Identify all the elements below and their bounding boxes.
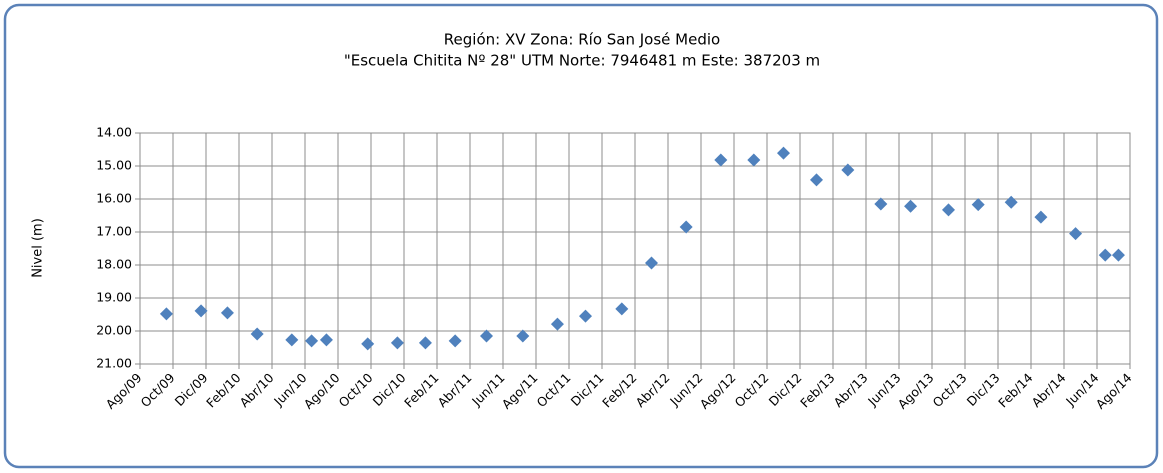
y-tick-label: 17.00 xyxy=(96,224,132,239)
y-tick-label: 14.00 xyxy=(96,125,132,140)
chart-subtitle: "Escuela Chitita Nº 28" UTM Norte: 79464… xyxy=(344,52,820,70)
data-point xyxy=(579,309,592,323)
data-point xyxy=(942,203,955,217)
y-axis-label: Nivel (m) xyxy=(31,218,46,278)
data-point xyxy=(777,146,790,160)
data-point xyxy=(319,333,333,347)
chart-title: Región: XV Zona: Río San José Medio xyxy=(444,31,720,49)
data-point xyxy=(516,329,530,343)
y-tick-label: 15.00 xyxy=(96,158,132,173)
y-tick-label: 16.00 xyxy=(96,191,132,206)
data-point xyxy=(305,334,319,348)
data-point xyxy=(679,220,693,234)
data-point xyxy=(194,304,208,318)
chart-frame xyxy=(3,3,1159,469)
data-point xyxy=(615,302,629,316)
plot-border xyxy=(139,132,1131,365)
data-point xyxy=(159,307,173,321)
data-point xyxy=(448,334,462,348)
data-point xyxy=(250,327,264,341)
data-point xyxy=(904,199,918,213)
data-point xyxy=(1111,248,1125,262)
y-tick-label: 20.00 xyxy=(96,323,132,338)
data-point xyxy=(645,256,658,270)
data-point xyxy=(480,329,493,343)
y-tick-label: 18.00 xyxy=(96,257,132,272)
data-point xyxy=(1004,195,1018,209)
data-point xyxy=(1034,210,1048,224)
data-point xyxy=(361,337,375,351)
y-tick-label: 21.00 xyxy=(96,356,132,371)
data-point xyxy=(1069,227,1083,241)
data-point xyxy=(1098,248,1112,262)
data-point xyxy=(418,336,432,350)
data-point xyxy=(971,198,985,212)
data-point xyxy=(550,317,564,331)
data-point xyxy=(714,153,728,167)
data-point xyxy=(747,153,761,167)
y-tick-label: 19.00 xyxy=(96,290,132,305)
data-point xyxy=(390,336,404,350)
data-point xyxy=(220,306,234,320)
data-point xyxy=(285,333,299,347)
data-point xyxy=(810,173,823,187)
data-point xyxy=(841,163,855,177)
data-point xyxy=(874,197,888,211)
